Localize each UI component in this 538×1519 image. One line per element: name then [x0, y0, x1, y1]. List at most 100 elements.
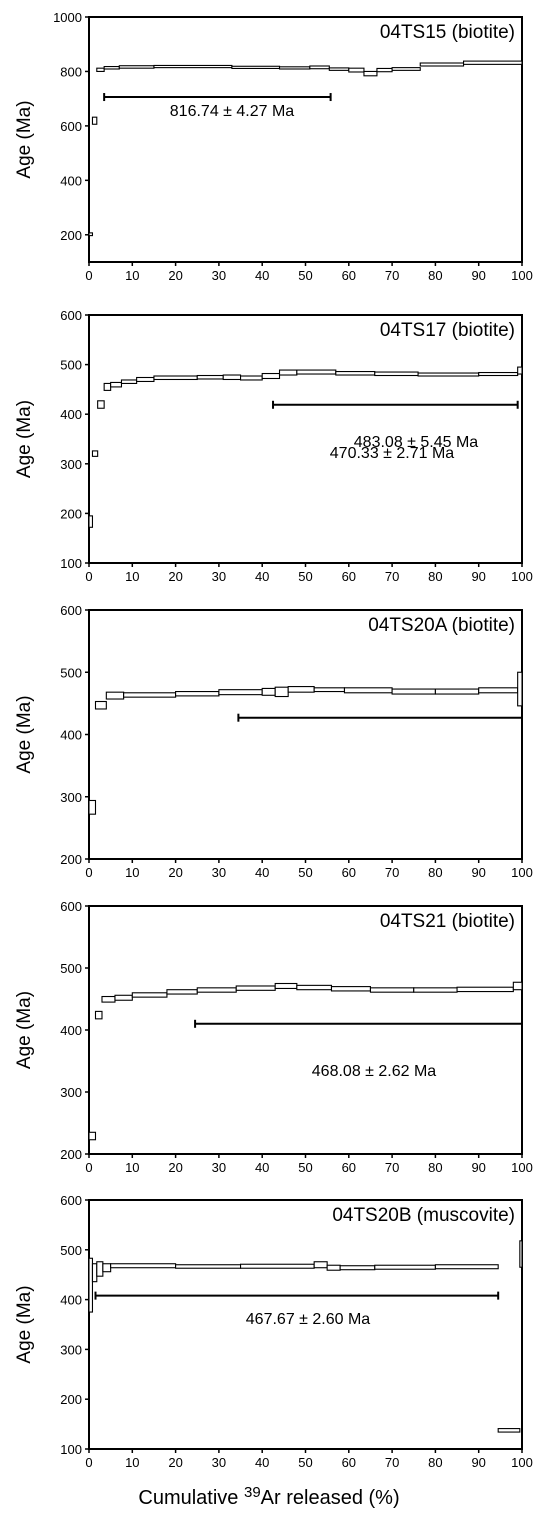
spectrum-step: [222, 374, 242, 381]
x-tick-label: 20: [168, 1455, 182, 1470]
plateau-age-label: 468.08 ± 2.62 Ma: [312, 1063, 437, 1080]
plot-frame: [88, 609, 523, 860]
x-tick-label: 50: [298, 569, 312, 584]
x-tick-label: 80: [428, 569, 442, 584]
x-tick-label: 20: [168, 569, 182, 584]
y-tick-label: 600: [60, 308, 82, 323]
spectrum-step: [88, 1131, 97, 1141]
x-tick-label: 30: [212, 268, 226, 283]
x-tick-label: 90: [471, 1160, 485, 1175]
shared-x-axis-label: Cumulative 39Ar released (%): [0, 1484, 538, 1510]
spectrum-step: [97, 400, 105, 409]
x-tick-label: 10: [125, 268, 139, 283]
y-tick-label: 200: [60, 228, 82, 243]
x-tick-label: 40: [255, 268, 269, 283]
spectrum-step: [374, 371, 419, 377]
y-axis-label: Age (Ma): [14, 991, 35, 1069]
spectrum-step: [110, 381, 123, 388]
x-tick-label: 80: [428, 1455, 442, 1470]
spectrum-step: [363, 70, 378, 77]
spectrum-step: [413, 987, 458, 993]
plot-frame: [88, 905, 523, 1155]
spectrum-step: [175, 1264, 242, 1269]
y-tick-label: 200: [60, 1392, 82, 1407]
spectrum-step: [88, 515, 94, 528]
x-tick-label: 30: [212, 1160, 226, 1175]
x-tick-label: 30: [212, 865, 226, 880]
spectrum-step: [166, 989, 198, 995]
y-tick-label: 600: [60, 899, 82, 914]
spectrum-step: [374, 1264, 436, 1270]
x-tick-label: 100: [511, 865, 533, 880]
y-tick-label: 300: [60, 1342, 82, 1357]
x-tick-label: 40: [255, 1455, 269, 1470]
spectrum-step: [131, 992, 168, 998]
spectrum-step: [330, 986, 372, 992]
x-tick-label: 0: [85, 569, 92, 584]
y-tick-label: 400: [60, 407, 82, 422]
spectrum-step: [103, 382, 112, 391]
spectrum-step: [274, 686, 289, 698]
x-tick-label: 70: [385, 1160, 399, 1175]
x-tick-label: 40: [255, 569, 269, 584]
spectrum-step: [391, 688, 436, 695]
spectrum-step: [512, 981, 523, 991]
y-tick-label: 500: [60, 665, 82, 680]
spectrum-step: [343, 687, 393, 694]
spectrum-step: [114, 994, 133, 1001]
chart-panel-4: 0 10 20 30 40 50 60 70 80 90 100 200 300 400 500 600 Age…: [14, 899, 533, 1175]
spectrum-step: [94, 1010, 103, 1020]
spectrum-step: [96, 1261, 104, 1277]
spectrum-step: [175, 690, 220, 697]
spectrum-step: [287, 686, 315, 693]
spectrum-step: [339, 1265, 376, 1271]
plateau-age-label: 467.67 ± 2.60 Ma: [246, 1311, 371, 1328]
y-tick-label: 100: [60, 556, 82, 571]
y-axis-label: Age (Ma): [14, 400, 35, 478]
spectrum-step: [96, 67, 105, 72]
spectrum-step: [328, 67, 350, 71]
spectrum-step: [101, 995, 116, 1003]
spectrum-step: [335, 370, 376, 376]
y-axis-label: Age (Ma): [14, 1285, 35, 1363]
y-tick-label: 600: [60, 603, 82, 618]
y-tick-label: 800: [60, 64, 82, 79]
spectrum-step: [153, 64, 233, 69]
chart-title: 04TS20A (biotite): [368, 615, 515, 636]
x-tick-label: 80: [428, 865, 442, 880]
chart-title: 04TS21 (biotite): [380, 911, 515, 932]
spectrum-step: [261, 372, 281, 380]
spectrum-step: [235, 985, 276, 991]
x-tick-label: 30: [212, 569, 226, 584]
x-tick-label: 80: [428, 1160, 442, 1175]
y-tick-label: 400: [60, 173, 82, 188]
y-tick-label: 600: [60, 1193, 82, 1208]
x-axis-label-prefix: Cumulative: [138, 1487, 244, 1509]
x-tick-label: 40: [255, 1160, 269, 1175]
spectrum-step: [417, 372, 480, 377]
spectrum-step: [91, 1263, 98, 1283]
plateau-age-label: 470.33 ± 2.71 Ma: [330, 445, 455, 462]
x-tick-label: 10: [125, 865, 139, 880]
x-tick-label: 20: [168, 268, 182, 283]
spectrum-step: [348, 67, 365, 73]
x-tick-label: 70: [385, 1455, 399, 1470]
spectrum-step: [218, 689, 263, 696]
x-tick-label: 60: [342, 865, 356, 880]
x-tick-label: 60: [342, 1160, 356, 1175]
spectrum-step: [231, 65, 281, 70]
y-axis-label: Age (Ma): [14, 100, 35, 178]
x-tick-label: 90: [471, 268, 485, 283]
spectrum-step: [517, 671, 523, 707]
y-tick-label: 500: [60, 358, 82, 373]
x-tick-label: 70: [385, 569, 399, 584]
chart-panel-5: 0 10 20 30 40 50 60 70 80 90 100 100 200 300 400 500 600…: [14, 1193, 533, 1470]
chart-title: 04TS17 (biotite): [380, 320, 515, 341]
spectrum-step: [434, 1264, 499, 1270]
spectrum-step: [103, 65, 120, 70]
x-tick-label: 100: [511, 268, 533, 283]
x-tick-label: 20: [168, 865, 182, 880]
x-tick-label: 90: [471, 569, 485, 584]
spectrum-step: [105, 691, 125, 700]
spectrum-step: [240, 375, 263, 381]
